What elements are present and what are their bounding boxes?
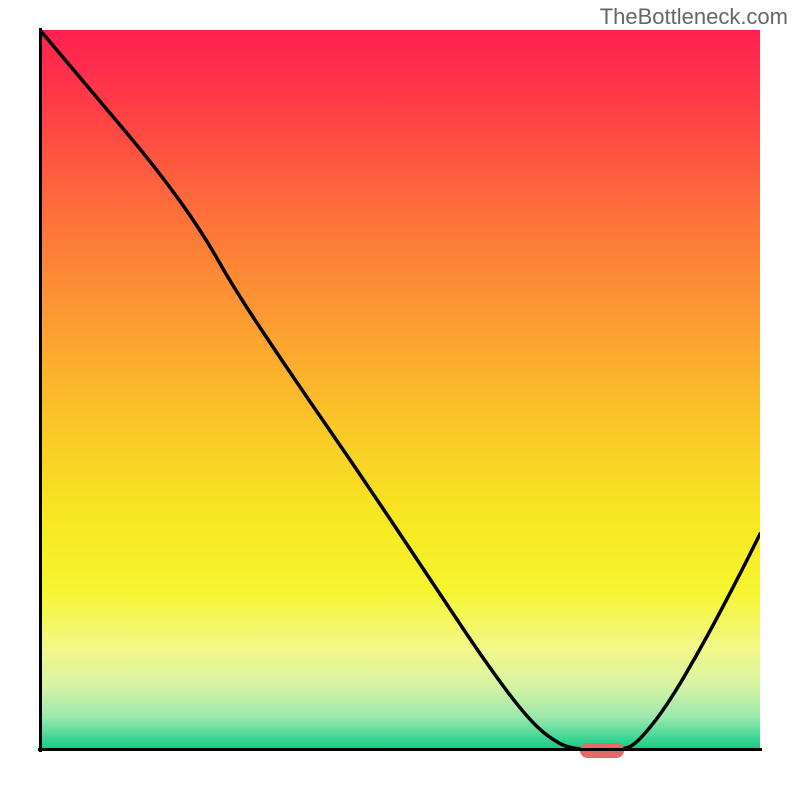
y-axis — [39, 28, 42, 752]
watermark-text: TheBottleneck.com — [600, 4, 788, 30]
plot-area — [40, 30, 760, 750]
x-axis — [38, 748, 762, 751]
bottleneck-curve — [40, 30, 760, 750]
